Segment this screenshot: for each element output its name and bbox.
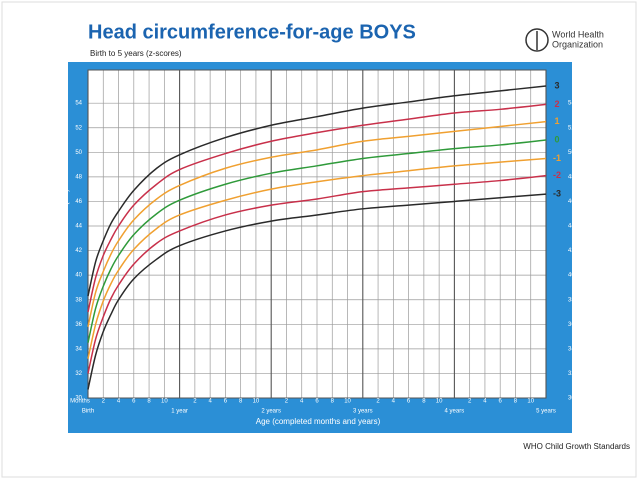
z-score-line (87, 193, 547, 390)
z-score-line (87, 103, 547, 313)
source: WHO Child Growth Standards (523, 442, 630, 451)
x-tick-label: 4 (392, 399, 396, 405)
x-tick-label: 2 (102, 399, 106, 405)
x-tick-label: 10 (527, 399, 534, 405)
z-score-line (87, 139, 547, 343)
y-tick-label: 52 (568, 125, 575, 131)
y-tick-label: 42 (75, 248, 82, 254)
x-tick-label: 2 years (261, 409, 281, 415)
x-tick-label: 2 (193, 399, 197, 405)
x-tick-label: 4 (208, 399, 212, 405)
y-tick-label: 54 (568, 101, 575, 107)
logo-emblem (525, 28, 549, 52)
x-tick-label: 10 (344, 399, 351, 405)
x-tick-label: 5 years (536, 409, 556, 415)
x-tick-label: 4 (483, 399, 487, 405)
x-tick-label: 10 (161, 399, 168, 405)
x-tick-label: 8 (331, 399, 335, 405)
y-tick-label: 50 (75, 150, 82, 156)
x-tick-label: 4 (300, 399, 304, 405)
y-tick-label: 36 (75, 322, 82, 328)
y-tick-label: 40 (75, 273, 82, 279)
x-tick-label: 6 (224, 399, 228, 405)
y-tick-label: 40 (568, 273, 575, 279)
line-label: 1 (554, 116, 559, 126)
x-tick-label: 8 (514, 399, 518, 405)
line-label: 0 (554, 134, 559, 144)
z-score-line (87, 157, 547, 359)
x-tick-label: 2 (285, 399, 289, 405)
z-score-line (87, 174, 547, 374)
x-tick-label: 6 (407, 399, 411, 405)
x-tick-label: 2 (376, 399, 380, 405)
y-tick-label: 44 (75, 224, 82, 230)
x-tick-label: 4 (117, 399, 121, 405)
x-tick-label: 10 (436, 399, 443, 405)
line-label: 3 (554, 80, 559, 90)
y-tick-label: 32 (568, 371, 575, 377)
y-tick-label: 46 (568, 199, 575, 205)
x-tick-label: 10 (253, 399, 260, 405)
org-name: World Health (552, 29, 604, 39)
grid (87, 69, 547, 399)
x-tick-label: 4 years (445, 409, 465, 415)
plot-border (87, 69, 547, 399)
y-tick-label: 54 (75, 101, 82, 107)
line-label: 2 (554, 99, 559, 109)
y-tick-label: 32 (75, 371, 82, 377)
y-tick-label: 38 (568, 297, 575, 303)
x-unit-label: Months (70, 399, 90, 405)
chart-subtitle: Birth to 5 years (z-scores) (90, 49, 182, 58)
y-axis-label: Head circumference (cm) (61, 189, 70, 279)
y-tick-label: 52 (75, 125, 82, 131)
x-tick-label: 6 (315, 399, 319, 405)
x-tick-label: 8 (239, 399, 243, 405)
y-tick-label: 38 (75, 297, 82, 303)
org-name: Organization (552, 39, 603, 49)
x-tick-label: Birth (82, 409, 94, 415)
line-label: -2 (553, 170, 561, 180)
y-tick-label: 50 (568, 150, 575, 156)
line-label: -1 (553, 153, 561, 163)
logo: World Health Organization (525, 28, 604, 52)
y-tick-label: 36 (568, 322, 575, 328)
y-tick-label: 30 (75, 396, 82, 402)
y-tick-label: 44 (568, 224, 575, 230)
chart-title: Head circumference-for-age BOYS (88, 21, 416, 43)
y-tick-label: 42 (568, 248, 575, 254)
y-tick-label: 48 (568, 174, 575, 180)
y-tick-label: 48 (75, 174, 82, 180)
x-axis-label: Age (completed months and years) (256, 417, 381, 426)
x-tick-label: 8 (147, 399, 151, 405)
x-tick-label: 1 year (171, 409, 188, 415)
x-tick-label: 6 (499, 399, 503, 405)
x-tick-label: 8 (422, 399, 426, 405)
y-tick-label: 30 (568, 396, 575, 402)
z-score-line (87, 120, 547, 327)
y-tick-label: 34 (568, 346, 575, 352)
y-tick-label: 46 (75, 199, 82, 205)
y-tick-label: 34 (75, 346, 82, 352)
z-score-line (87, 85, 547, 297)
x-tick-label: 2 (468, 399, 472, 405)
lines (87, 85, 547, 390)
line-label: -3 (553, 188, 561, 198)
x-tick-label: 3 years (353, 409, 373, 415)
x-tick-label: 6 (132, 399, 136, 405)
